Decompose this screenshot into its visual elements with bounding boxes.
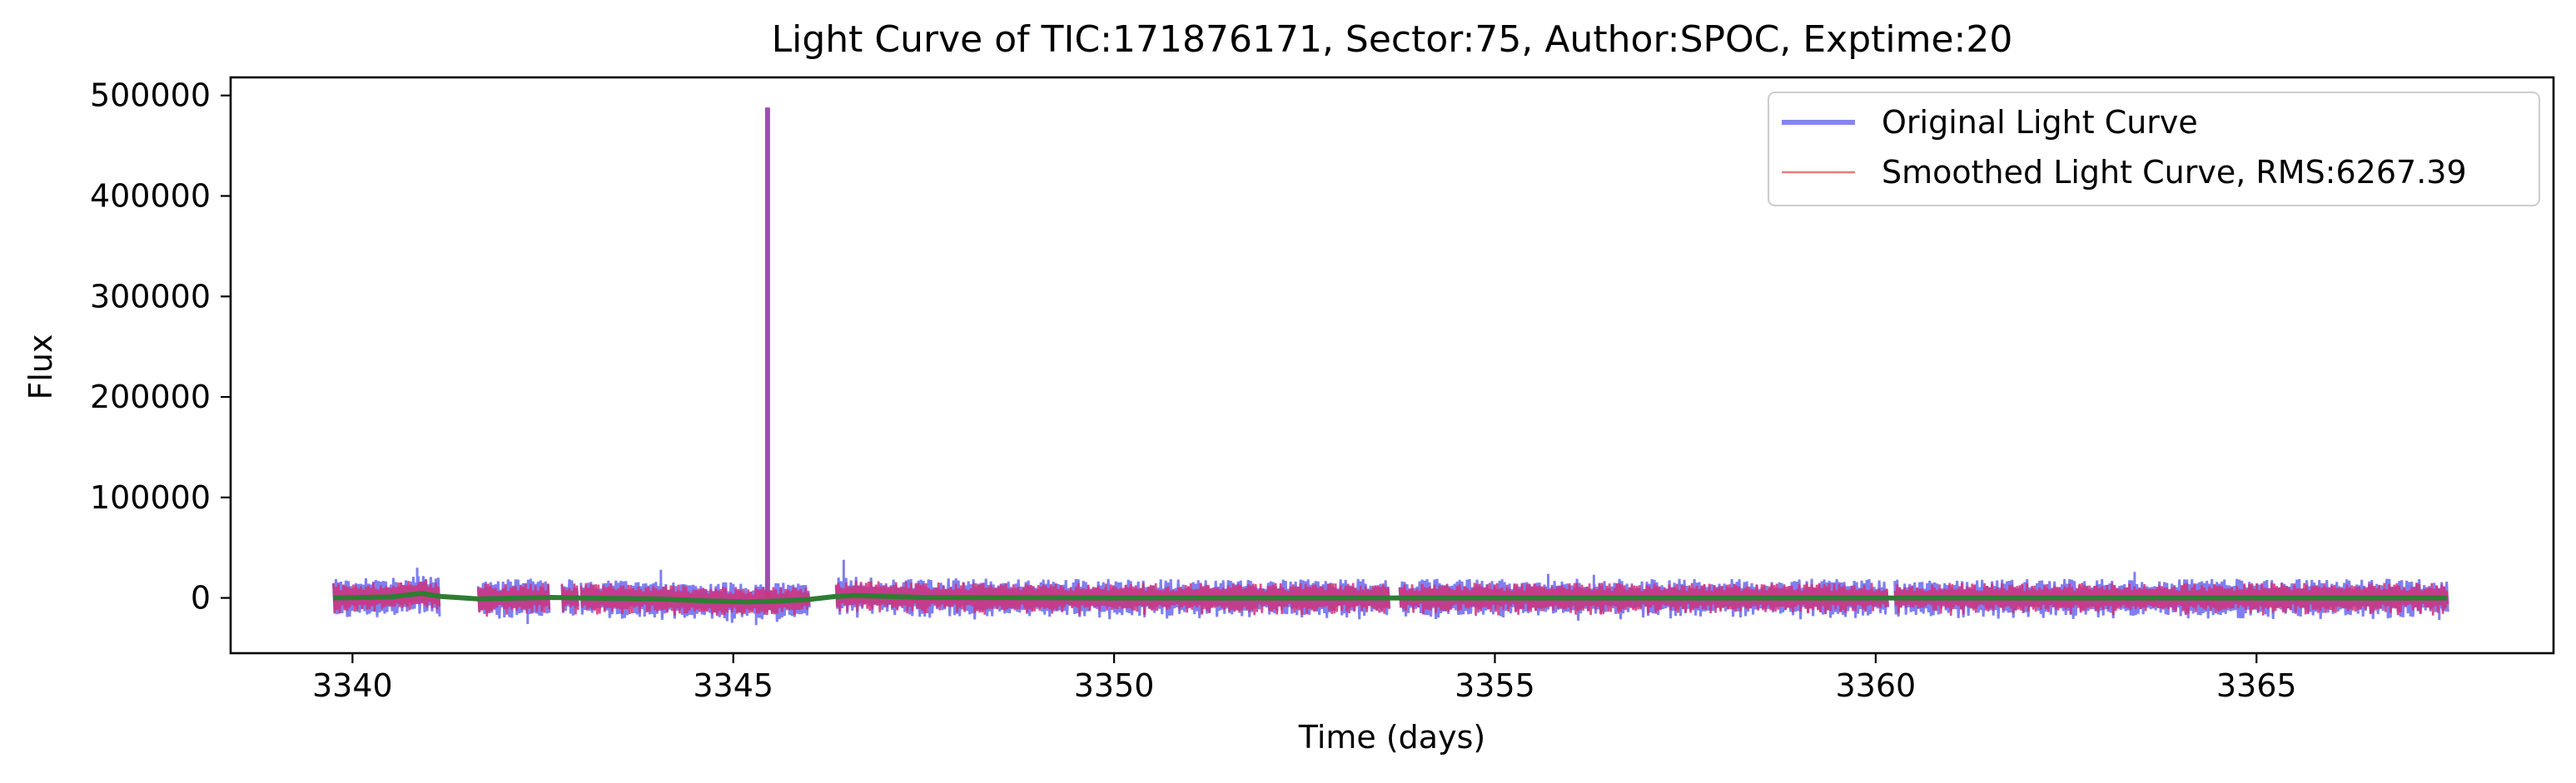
y-tick-label: 300000 (90, 278, 211, 315)
x-tick-label: 3360 (1836, 667, 1917, 704)
x-tick-label: 3350 (1074, 667, 1155, 704)
legend-label-smoothed: Smoothed Light Curve, RMS:6267.39 (1882, 154, 2467, 191)
y-axis: 0 100000 200000 300000 400000 500000 (90, 77, 231, 617)
y-axis-label: Flux (22, 335, 59, 400)
chart-title: Light Curve of TIC:171876171, Sector:75,… (772, 18, 2013, 61)
y-tick-label: 400000 (90, 178, 211, 215)
x-tick-label: 3345 (693, 667, 773, 704)
y-tick-label: 0 (191, 580, 211, 617)
y-tick-label: 500000 (90, 77, 211, 114)
legend: Original Light Curve Smoothed Light Curv… (1768, 92, 2540, 206)
y-tick-label: 100000 (90, 479, 211, 516)
x-tick-label: 3340 (312, 667, 393, 704)
x-tick-label: 3355 (1455, 667, 1535, 704)
series-trend (333, 591, 2447, 605)
x-axis: 3340 3345 3350 3355 3360 3365 (312, 653, 2297, 704)
y-tick-label: 200000 (90, 379, 211, 415)
legend-box (1768, 92, 2540, 206)
x-axis-label: Time (days) (1298, 719, 1485, 756)
x-tick-label: 3365 (2216, 667, 2297, 704)
plot-frame (229, 76, 2555, 655)
plot-data-layer (332, 107, 2449, 626)
legend-label-original: Original Light Curve (1882, 104, 2198, 141)
